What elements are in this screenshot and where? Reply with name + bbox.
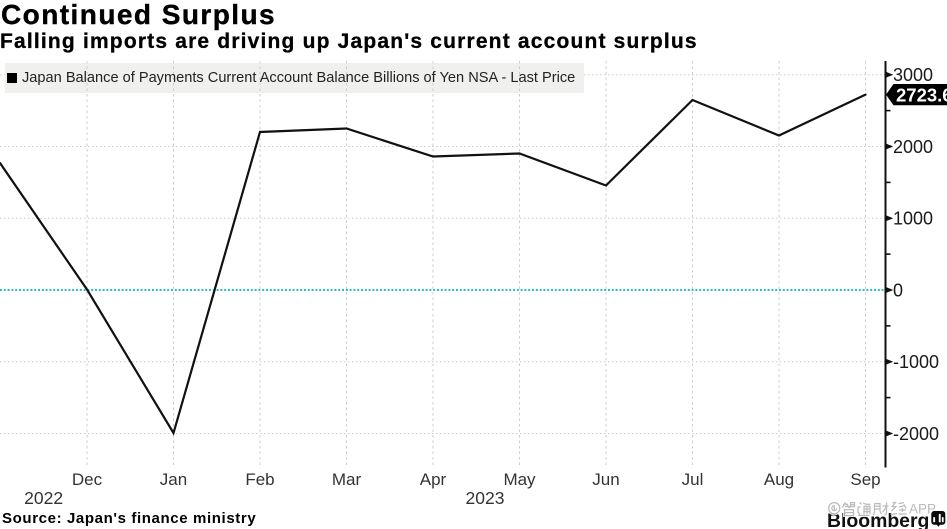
svg-text:Jul: Jul — [682, 470, 704, 489]
svg-text:1000: 1000 — [893, 209, 933, 229]
svg-text:Jun: Jun — [592, 470, 619, 489]
svg-text:Mar: Mar — [332, 470, 362, 489]
svg-text:APP: APP — [909, 501, 936, 516]
svg-text:2723.6: 2723.6 — [896, 84, 947, 105]
svg-text:0: 0 — [893, 280, 903, 300]
svg-text:Jan: Jan — [160, 470, 187, 489]
svg-text:Dec: Dec — [72, 470, 103, 489]
svg-text:-2000: -2000 — [893, 424, 939, 444]
svg-text:3000: 3000 — [893, 65, 933, 85]
svg-text:May: May — [503, 470, 536, 489]
svg-text:-1000: -1000 — [893, 352, 939, 372]
svg-text:2023: 2023 — [466, 488, 505, 508]
svg-text:Apr: Apr — [420, 470, 447, 489]
svg-text:2000: 2000 — [893, 137, 933, 157]
svg-text:Aug: Aug — [764, 470, 794, 489]
svg-text:APP: APP — [909, 501, 936, 516]
svg-text:2022: 2022 — [24, 488, 63, 508]
svg-text:Feb: Feb — [245, 470, 274, 489]
svg-text:Sep: Sep — [850, 470, 880, 489]
